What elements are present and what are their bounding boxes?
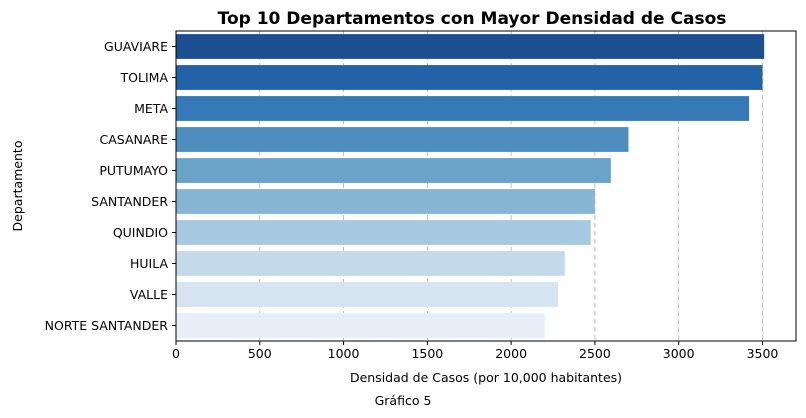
y-axis-label: Departamento bbox=[10, 141, 25, 232]
y-tick-label: NORTE SANTANDER bbox=[45, 318, 169, 333]
x-tick-label: 3000 bbox=[663, 346, 695, 361]
y-tick-label: META bbox=[134, 101, 168, 116]
bar-meta bbox=[176, 96, 750, 121]
bar-santander bbox=[176, 189, 595, 214]
bar-tolima bbox=[176, 65, 763, 90]
bar-guaviare bbox=[176, 34, 765, 59]
y-tick-label: TOLIMA bbox=[120, 70, 169, 85]
x-tick-label: 2000 bbox=[495, 346, 527, 361]
plot-frame bbox=[175, 30, 797, 342]
y-tick-label: QUINDIO bbox=[113, 225, 168, 240]
bar-huila bbox=[176, 251, 565, 276]
bar-casanare bbox=[176, 127, 629, 152]
bar-norte-santander bbox=[176, 313, 545, 338]
bars bbox=[176, 34, 765, 338]
chart-title: Top 10 Departamentos con Mayor Densidad … bbox=[218, 9, 727, 29]
y-tick-label: GUAVIARE bbox=[104, 39, 168, 54]
y-tick-label: PUTUMAYO bbox=[99, 163, 168, 178]
x-tick-label: 1000 bbox=[328, 346, 360, 361]
bar-valle bbox=[176, 282, 559, 307]
x-tick-label: 0 bbox=[172, 346, 180, 361]
y-tick-label: HUILA bbox=[130, 256, 168, 271]
x-tick-label: 3500 bbox=[747, 346, 779, 361]
y-tick-label: CASANARE bbox=[100, 132, 169, 147]
x-tick-label: 2500 bbox=[579, 346, 611, 361]
x-tick-label: 1500 bbox=[411, 346, 443, 361]
y-tick-label: VALLE bbox=[130, 287, 168, 302]
x-tick-labels: 0 500 1000 1500 2000 2500 3000 3500 bbox=[172, 341, 778, 361]
figure-caption: Gráfico 5 bbox=[374, 393, 432, 408]
x-tick-label: 500 bbox=[248, 346, 272, 361]
y-tick-labels: GUAVIARE TOLIMA META CASANARE PUTUMAYO SANTAN… bbox=[45, 39, 176, 333]
x-axis-label: Densidad de Casos (por 10,000 habitantes… bbox=[350, 370, 622, 385]
y-tick-label: SANTANDER bbox=[91, 194, 168, 209]
bar-putumayo bbox=[176, 158, 611, 183]
bar-quindio bbox=[176, 220, 591, 245]
